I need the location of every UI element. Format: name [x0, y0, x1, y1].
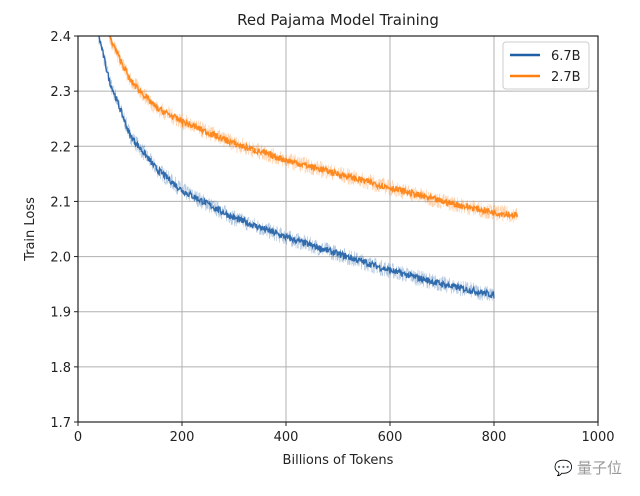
- watermark-text: 量子位: [576, 459, 622, 477]
- y-tick-label: 1.8: [50, 361, 71, 376]
- legend: 6.7B 2.7B: [502, 41, 590, 90]
- watermark: 💬 量子位: [554, 457, 622, 478]
- series-line-6.7B: [98, 36, 495, 299]
- x-tick-label: 400: [274, 430, 299, 445]
- series-line-2.7B: [108, 36, 519, 220]
- wechat-icon: 💬: [554, 458, 573, 477]
- chart-title: Red Pajama Model Training: [237, 11, 439, 29]
- y-tick-label: 1.9: [50, 306, 71, 321]
- x-tick-label: 0: [74, 430, 82, 445]
- y-axis-label: Train Loss: [23, 197, 38, 262]
- y-tick-label: 1.7: [50, 416, 71, 431]
- x-tick-label: 800: [482, 430, 507, 445]
- legend-label-6-7b: 6.7B: [551, 49, 581, 64]
- plot-frame: [77, 35, 599, 423]
- y-tick-label: 2.3: [50, 85, 71, 100]
- x-tick-label: 200: [170, 430, 195, 445]
- y-tick-label: 2.2: [50, 140, 71, 155]
- y-tick-label: 2.4: [50, 30, 71, 45]
- y-tick-label: 2.0: [50, 251, 71, 266]
- legend-label-2-7b: 2.7B: [551, 70, 581, 85]
- x-axis-label: Billions of Tokens: [283, 453, 394, 468]
- series-noise-2.7B: [109, 36, 518, 224]
- y-tick-label: 2.1: [50, 195, 71, 210]
- x-tick-label: 600: [378, 430, 403, 445]
- x-tick-label: 1000: [581, 430, 614, 445]
